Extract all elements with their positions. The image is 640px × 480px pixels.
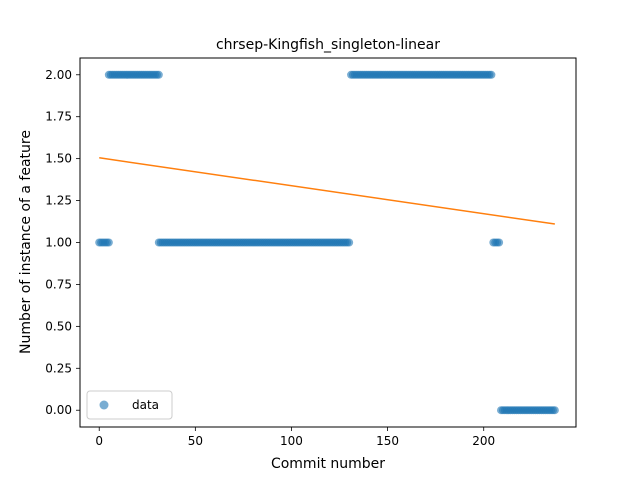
plot-area: [95, 70, 559, 415]
y-tick-label: 0.75: [45, 277, 72, 291]
legend: data: [86, 390, 173, 420]
data-point: [487, 70, 496, 79]
x-tick-label: 150: [376, 434, 399, 448]
legend-label-data: data: [132, 398, 159, 412]
y-tick-label: 2.00: [45, 68, 72, 82]
y-tick-label: 1.25: [45, 194, 72, 208]
x-tick-label: 100: [280, 434, 303, 448]
y-tick-label: 0.25: [45, 361, 72, 375]
fit-line: [99, 157, 555, 225]
y-tick-label: 0.00: [45, 403, 72, 417]
data-point: [104, 238, 113, 247]
y-tick-label: 1.00: [45, 236, 72, 250]
data-point: [495, 238, 504, 247]
data-point: [345, 238, 354, 247]
data-point: [154, 70, 163, 79]
y-tick-label: 1.50: [45, 152, 72, 166]
x-axis: 0 50 100 150 200: [95, 427, 495, 448]
x-axis-label: Commit number: [271, 456, 385, 472]
y-tick-label: 0.50: [45, 319, 72, 333]
y-tick-label: 1.75: [45, 110, 72, 124]
x-tick-label: 0: [95, 434, 103, 448]
y-axis-label: Number of instance of a feature: [18, 130, 34, 354]
legend-box: [86, 390, 173, 420]
x-tick-label: 200: [472, 434, 495, 448]
x-tick-label: 50: [188, 434, 203, 448]
legend-marker-data: [99, 400, 109, 410]
chart-title: chrsep-Kingfish_singleton-linear: [216, 37, 440, 53]
y-axis: 0.00 0.25 0.50 0.75 1.00 1.25 1.50 1.75 2.00: [45, 68, 80, 417]
data-point: [550, 406, 559, 415]
